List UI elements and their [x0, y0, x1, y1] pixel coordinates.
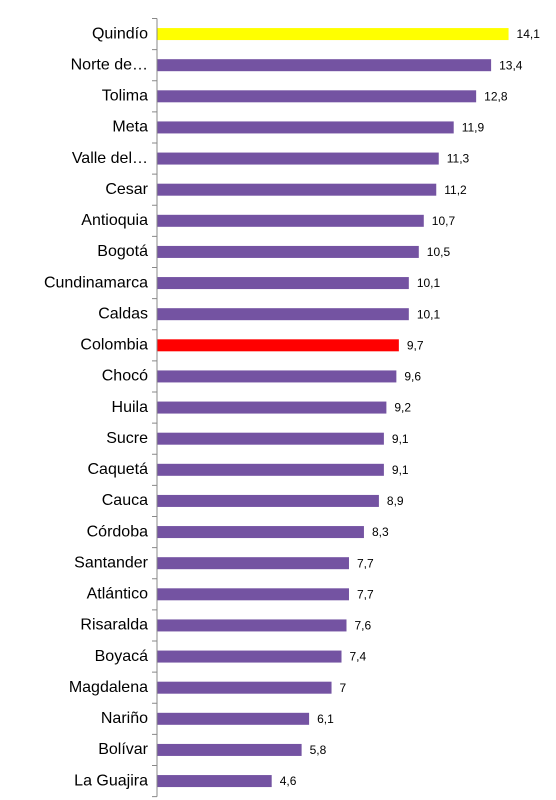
category-label: Córdoba: [87, 523, 148, 540]
bar: [157, 775, 272, 788]
value-label: 9,2: [394, 401, 411, 415]
bar: [157, 557, 349, 570]
category-label: Bolívar: [98, 741, 148, 758]
value-label: 9,7: [407, 338, 424, 352]
category-label: Cesar: [105, 181, 148, 198]
category-label: Tolima: [102, 88, 148, 105]
value-label: 10,1: [417, 276, 441, 290]
bar: [157, 121, 454, 134]
value-label: 11,2: [444, 183, 467, 197]
value-label: 10,5: [427, 245, 451, 259]
bar: [157, 619, 347, 632]
bar: [157, 370, 397, 383]
bar: [157, 245, 419, 258]
bar: [157, 463, 384, 476]
category-label: Caquetá: [88, 461, 149, 478]
category-label: Norte de…: [71, 56, 148, 73]
value-label: 7,7: [357, 556, 374, 570]
bar: [157, 401, 387, 414]
bar: [157, 183, 437, 196]
category-label: Boyacá: [95, 648, 148, 665]
bar: [157, 681, 332, 694]
value-label: 6,1: [317, 712, 334, 726]
category-label: Santander: [74, 554, 149, 571]
value-label: 7,4: [350, 650, 367, 664]
category-label: Huila: [112, 399, 149, 416]
value-label: 7,6: [354, 619, 371, 633]
bar: [157, 339, 399, 352]
bar: [157, 214, 424, 227]
category-label: Bogotá: [97, 243, 148, 260]
value-label: 12,8: [484, 89, 508, 103]
value-label: 8,9: [387, 494, 404, 508]
value-label: 11,3: [447, 152, 470, 166]
bar: [157, 152, 439, 165]
value-label: 4,6: [280, 774, 297, 788]
category-label: Cundinamarca: [44, 274, 148, 291]
bar: [157, 277, 409, 290]
value-label: 9,6: [404, 370, 421, 384]
category-label: Magdalena: [69, 679, 148, 696]
category-label: La Guajira: [74, 772, 148, 789]
category-label: Quindío: [92, 25, 148, 42]
value-label: 10,1: [417, 307, 441, 321]
category-label: Meta: [112, 119, 148, 136]
bar: [157, 494, 379, 507]
value-label: 10,7: [432, 214, 456, 228]
value-label: 9,1: [392, 463, 409, 477]
bar: [157, 432, 384, 445]
value-label: 8,3: [372, 525, 389, 539]
bar: [157, 526, 364, 539]
bar: [157, 308, 409, 321]
category-label: Caldas: [98, 305, 148, 322]
bar: [157, 743, 302, 756]
bar: [157, 712, 310, 725]
bar: [157, 650, 342, 663]
category-label: Risaralda: [80, 617, 148, 634]
bar: [157, 28, 509, 41]
category-label: Colombia: [80, 337, 148, 354]
bar: [157, 588, 349, 601]
category-label: Valle del…: [72, 150, 148, 167]
value-label: 14,1: [517, 27, 541, 41]
category-label: Chocó: [102, 368, 148, 385]
category-label: Cauca: [102, 492, 148, 509]
value-label: 7: [340, 681, 347, 695]
category-label: Nariño: [101, 710, 148, 727]
category-label: Sucre: [106, 430, 148, 447]
value-label: 5,8: [310, 743, 327, 757]
category-label: Atlántico: [87, 586, 148, 603]
value-label: 11,9: [462, 121, 485, 135]
bar: [157, 90, 477, 103]
category-label: Antioquia: [81, 212, 148, 229]
value-label: 13,4: [499, 58, 523, 72]
value-label: 7,7: [357, 587, 374, 601]
value-label: 9,1: [392, 432, 409, 446]
bar: [157, 59, 492, 72]
